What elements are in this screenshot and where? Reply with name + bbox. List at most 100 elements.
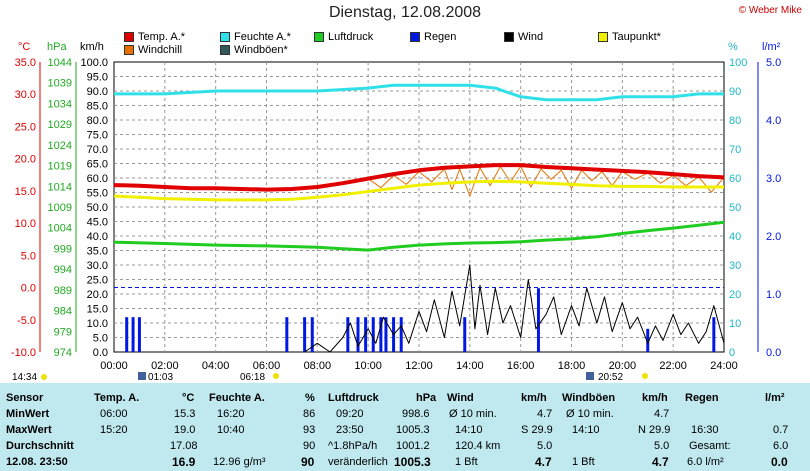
rain-axis-unit: l/m² — [762, 41, 781, 53]
rain-total-label: Gesamt: — [689, 440, 731, 452]
temp-tick-label: 10.0 — [15, 218, 36, 230]
legend-label: Windchill — [138, 44, 183, 56]
pressure-tick-label: 1044 — [48, 57, 72, 69]
humidity-tick-label: 30 — [729, 260, 741, 272]
pressure-tick-label: 1019 — [48, 161, 72, 173]
hum-unit: % — [305, 392, 315, 404]
wind-tick-label: 40.0 — [87, 231, 108, 243]
wind-tick-label: 15.0 — [87, 304, 108, 316]
humidity-axis-unit: % — [728, 41, 738, 53]
rain-bar — [712, 317, 716, 352]
legend-swatch — [314, 32, 324, 42]
humidity-tick-label: 70 — [729, 144, 741, 156]
temp-tick-label: 15.0 — [15, 186, 36, 198]
label-max: MaxWert — [6, 424, 52, 436]
x-axis-ticks: 00:00 02:00 04:00 06:00 08:00 10:00 12:00 14:00… — [100, 360, 738, 372]
temp-min: 15.3 — [174, 408, 196, 420]
wind-tick-label: 55.0 — [87, 188, 108, 200]
weather-chart: 35.0 30.0 25.0 20.0 15.0 10.0 5.0 0.0 -5.0 -10.0 1… — [11, 57, 781, 380]
temp-tick-label: -5.0 — [17, 315, 36, 327]
temp-tick-label: 20.0 — [15, 154, 36, 166]
humidity-tick-label: 60 — [729, 173, 741, 185]
wind-tick-label: 45.0 — [87, 217, 108, 229]
press-now: 1005.3 — [394, 455, 431, 469]
pressure-tick-label: 999 — [54, 243, 72, 255]
legend-label: Luftdruck — [328, 31, 374, 43]
gust-max-time: 14:10 — [572, 424, 600, 436]
hum-min-time: 16:20 — [217, 408, 245, 420]
wind-tick-label: 5.0 — [93, 333, 108, 345]
rain-unit: l/m² — [765, 392, 785, 404]
legend-swatch — [124, 32, 134, 42]
rain-bar — [285, 317, 289, 352]
press-unit: hPa — [416, 392, 437, 404]
rain-bar — [364, 317, 368, 352]
humidity-tick-label: 10 — [729, 318, 741, 330]
moonrise-label: 01:03 — [148, 372, 174, 383]
rain-bar — [399, 317, 403, 352]
humidity-tick-label: 20 — [729, 289, 741, 301]
wind-tick-label: 35.0 — [87, 246, 108, 258]
chart-title: Dienstag, 12.08.2008 — [328, 4, 482, 21]
label-avg: Durchschnitt — [6, 440, 74, 452]
sun-icon — [642, 373, 648, 379]
rain-bar — [310, 317, 314, 352]
hum-max: 93 — [303, 424, 316, 436]
hum-abs: 12.96 g/m³ — [213, 456, 266, 468]
sunrise-label: 06:18 — [240, 372, 266, 383]
press-avg: 1001.2 — [396, 440, 430, 452]
wind-avg10: 4.7 — [537, 408, 553, 420]
wind-tick-label: 25.0 — [87, 275, 108, 287]
press-min-time: 09:20 — [336, 408, 364, 420]
rain-tick-label: 4.0 — [766, 115, 781, 127]
rain-rate: 6.0 l/m² — [687, 456, 724, 468]
pressure-tick-label: 984 — [54, 306, 72, 318]
x-tick-label: 24:00 — [710, 360, 738, 372]
legend-label: Windböen* — [234, 44, 288, 56]
moonset-label: 14:34 — [12, 372, 38, 383]
wind-tick-label: 0.0 — [93, 347, 108, 359]
legend-item: Feuchte A.* — [220, 31, 291, 43]
humidity-tick-label: 90 — [729, 86, 741, 98]
wind-tick-label: 10.0 — [87, 318, 108, 330]
x-tick-label: 20:00 — [609, 360, 637, 372]
legend-item: Taupunkt* — [598, 31, 661, 43]
sunset-label: 20:52 — [598, 372, 624, 383]
x-tick-label: 22:00 — [659, 360, 687, 372]
label-now: 12.08. 23:50 — [6, 456, 68, 468]
gust-now: 4.7 — [652, 455, 669, 469]
wind-tick-label: 100.0 — [80, 57, 108, 69]
pressure-tick-label: 1014 — [48, 181, 72, 193]
wind-axis-unit: km/h — [80, 41, 104, 53]
gust-head: Windböen — [562, 392, 616, 404]
gust-bft: 1 Bft — [572, 456, 595, 468]
wind-dist: 120.4 km — [455, 440, 501, 452]
rain-bar — [536, 288, 540, 352]
rain-head: Regen — [685, 392, 719, 404]
x-tick-label: 12:00 — [405, 360, 433, 372]
temp-head: Temp. A. — [94, 392, 140, 404]
series-line-temp-a — [113, 163, 725, 192]
pressure-column: Luftdruck hPa 09:20 998.6 23:50 1005.3 ^… — [324, 383, 441, 471]
chart-grid — [114, 62, 724, 352]
legend-label: Regen — [424, 31, 457, 43]
press-trend: ^1.8hPa/h — [328, 440, 378, 452]
credit-link[interactable]: © Weber Mike — [738, 5, 802, 16]
legend-item: Regen — [410, 31, 456, 43]
series-line-feuchte-a — [114, 83, 724, 102]
wind-tick-label: 50.0 — [87, 202, 108, 214]
rain-bar — [379, 317, 383, 352]
series-line-windchill — [367, 165, 725, 197]
legend-swatch — [504, 32, 514, 42]
wind-head: Wind — [447, 392, 474, 404]
series-line-taupunkt — [113, 179, 724, 202]
legend-item: Temp. A.* — [124, 31, 185, 43]
legend-label: Taupunkt* — [612, 31, 661, 43]
rain-tick-label: 0.0 — [766, 347, 781, 359]
wind-tick-label: 30.0 — [87, 260, 108, 272]
wind-tick-label: 75.0 — [87, 130, 108, 142]
x-tick-label: 10:00 — [354, 360, 382, 372]
legend-label: Wind — [518, 31, 544, 43]
wind-max: S 29.9 — [521, 424, 553, 436]
rain-bar — [371, 317, 375, 352]
